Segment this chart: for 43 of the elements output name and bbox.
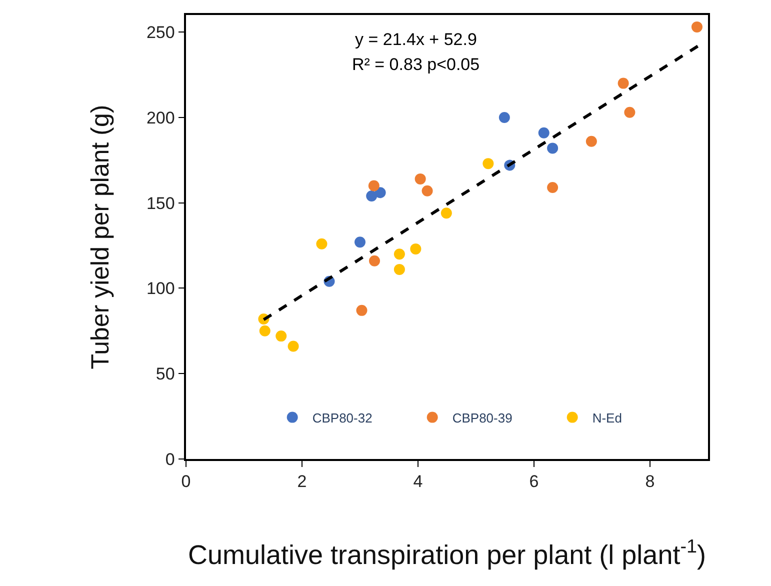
point [288, 340, 299, 352]
point [547, 182, 558, 193]
x-axis-title: Cumulative transpiration per plant (l plant$^{-1}$) [188, 536, 706, 570]
point [440, 208, 452, 219]
point [624, 106, 636, 118]
x-tick-label: 4 [413, 472, 423, 492]
y-tick-label: 150 [146, 194, 175, 213]
x-tick-label: 2 [297, 472, 307, 492]
legend-label: CBP80-39 [452, 410, 512, 426]
point [394, 264, 405, 275]
point [394, 248, 405, 260]
y-tick-label: 250 [146, 23, 175, 42]
point [366, 190, 378, 202]
legend-label: CBP80-32 [312, 410, 372, 426]
point [547, 142, 558, 154]
y-axis-title: Tuber yield per plant (g) [86, 104, 115, 370]
y-tick-label: 0 [165, 450, 175, 469]
point [498, 112, 510, 123]
y-tick-label: 200 [146, 108, 175, 128]
legend-label: N-Ed [592, 410, 622, 426]
point [482, 158, 494, 170]
point [414, 173, 426, 184]
point [618, 78, 629, 89]
x-tick-label: 8 [645, 472, 655, 492]
point [356, 304, 368, 316]
annotation: R² = 0.83 p<0.05 [352, 55, 480, 74]
point [422, 185, 433, 196]
x-tick-label: 0 [181, 472, 191, 492]
point [368, 180, 380, 192]
point [586, 136, 597, 147]
x-tick-label: 6 [529, 472, 539, 492]
y-tick-label: 50 [156, 364, 175, 384]
point [691, 21, 702, 32]
point [316, 238, 328, 250]
point [410, 243, 422, 254]
point [354, 236, 366, 248]
point [369, 255, 380, 266]
y-tick-label: 100 [146, 279, 175, 298]
annotation: y = 21.4x + 52.9 [355, 30, 477, 49]
point [374, 187, 386, 198]
point [276, 330, 287, 342]
point [538, 127, 550, 138]
point [259, 325, 270, 336]
